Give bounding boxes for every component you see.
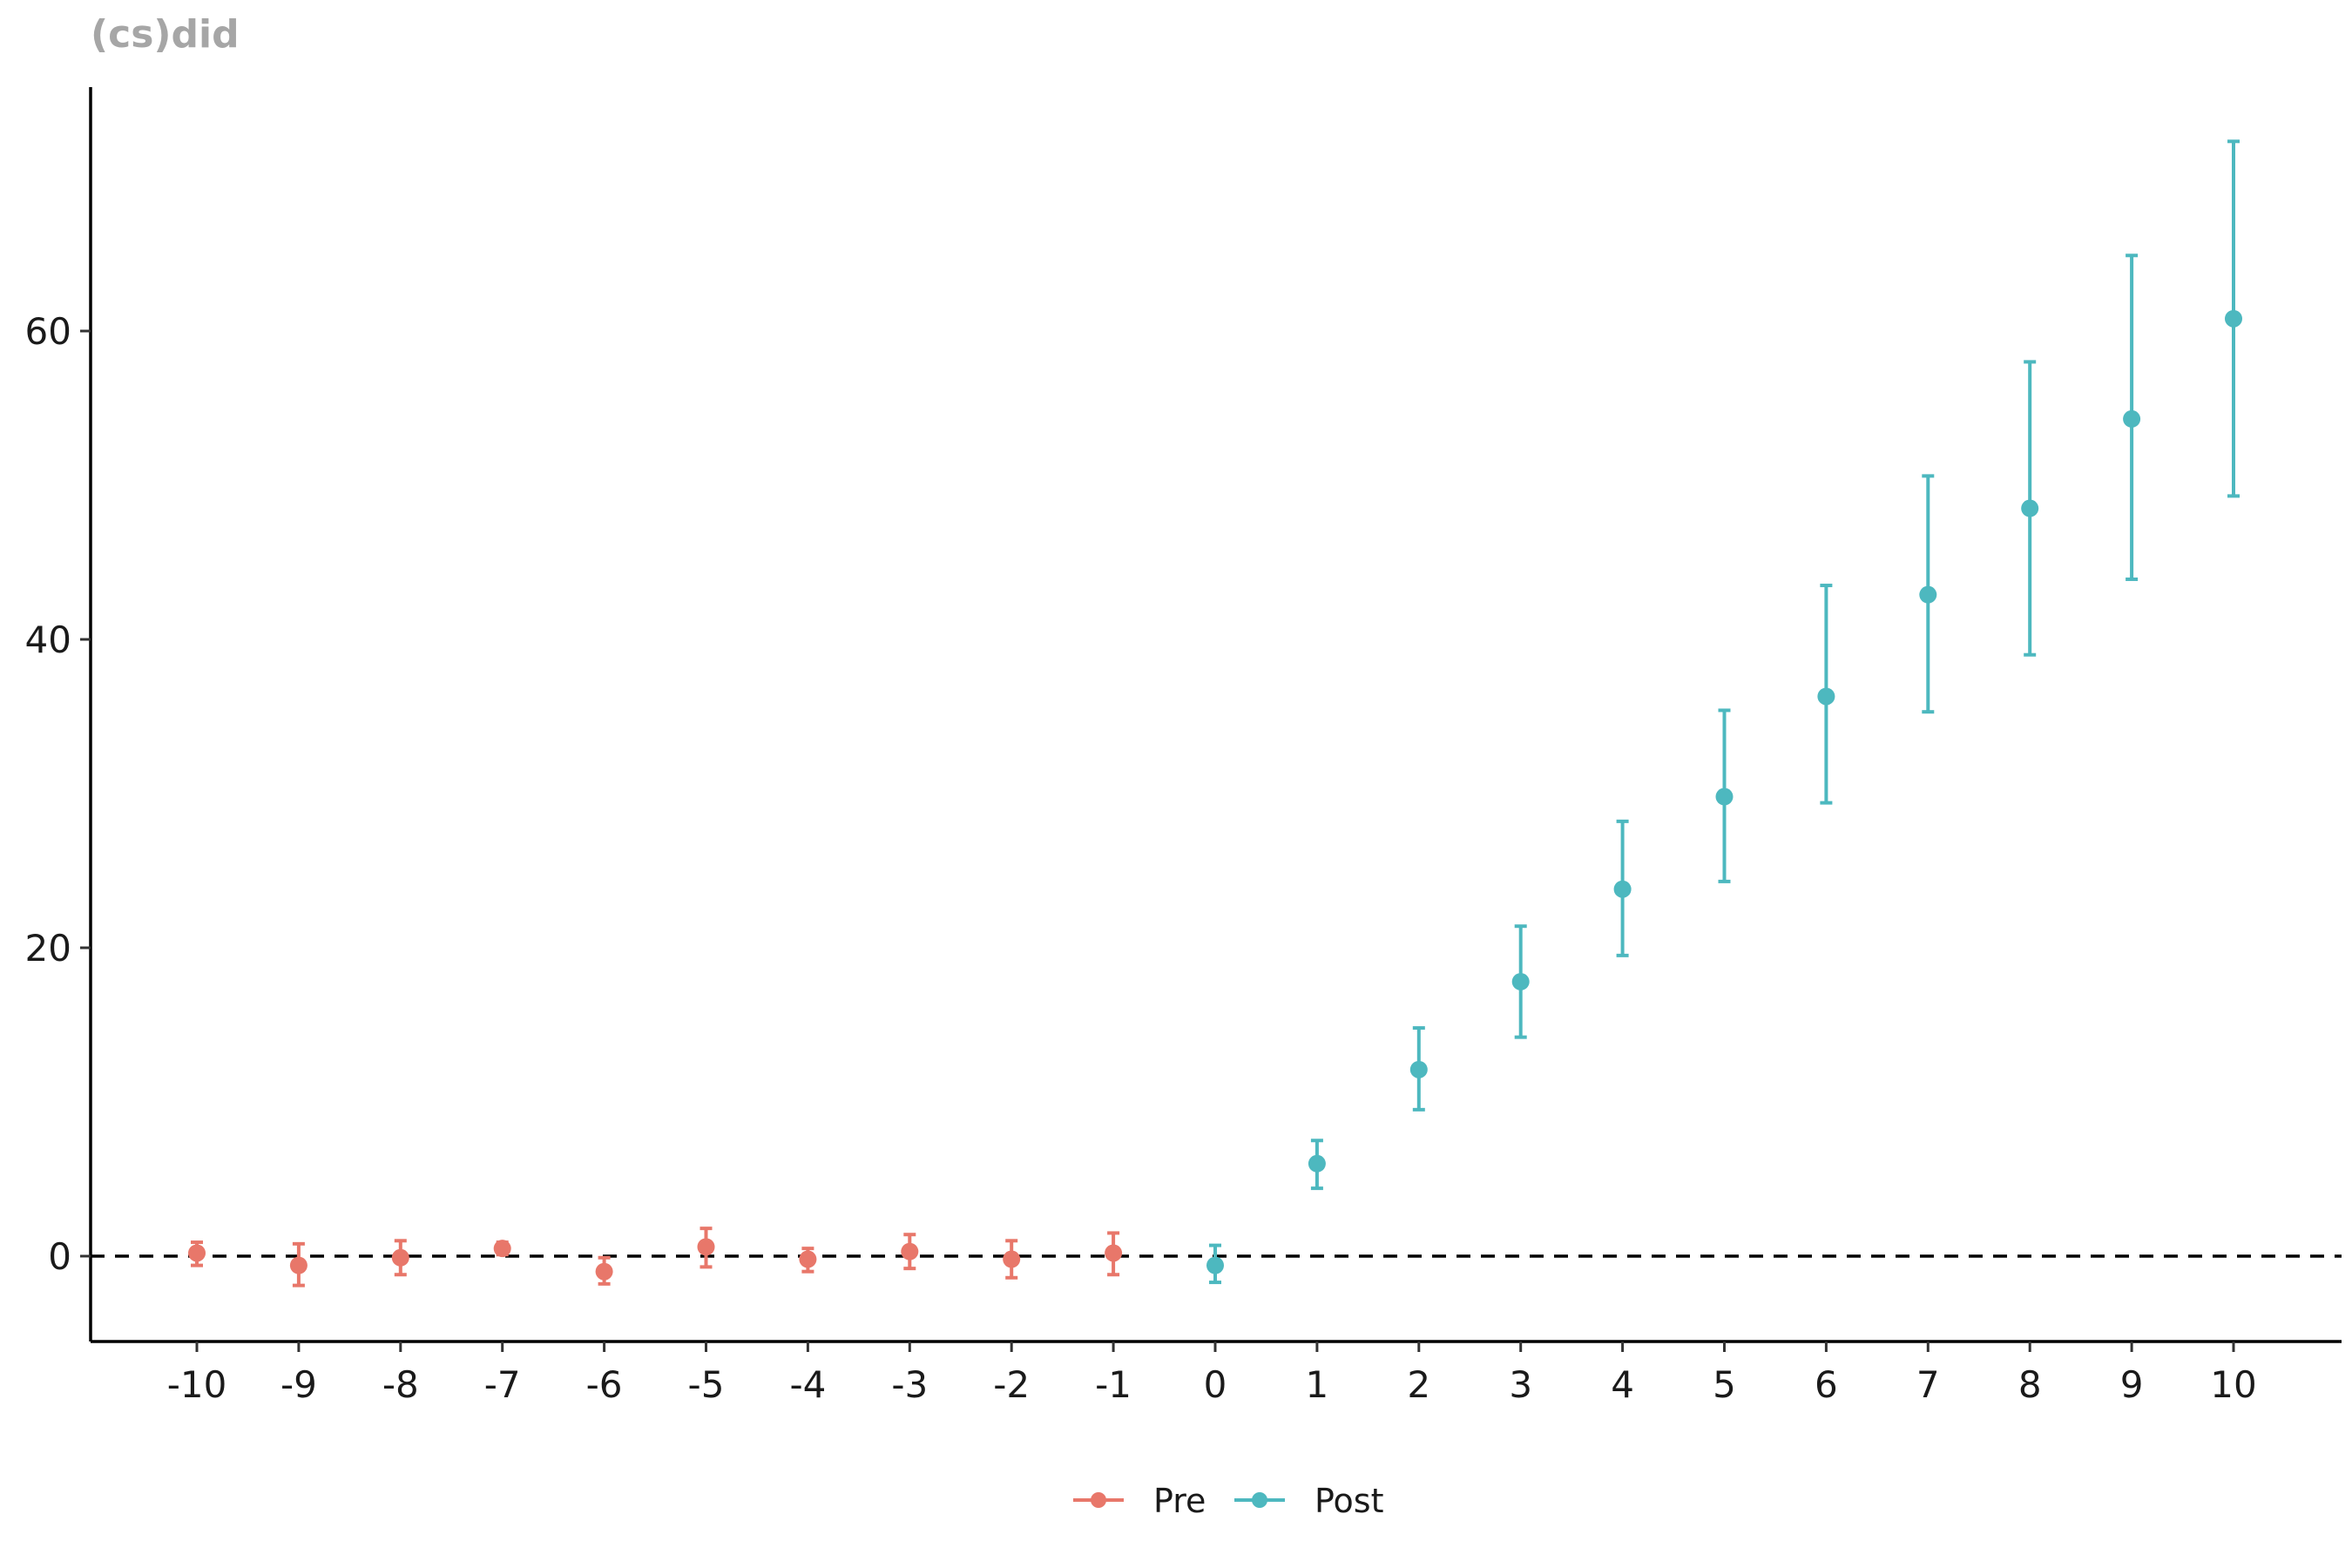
data-point — [697, 1238, 715, 1256]
x-tick-label: 7 — [1916, 1363, 1940, 1406]
data-point — [391, 1248, 409, 1267]
x-tick-label: 8 — [2018, 1363, 2042, 1406]
x-tick-label: -2 — [993, 1363, 1030, 1406]
legend-item-pre: Pre — [1073, 1482, 1206, 1520]
x-tick-label: 10 — [2210, 1363, 2256, 1406]
x-tick-label: -6 — [586, 1363, 623, 1406]
data-point — [1715, 787, 1734, 806]
legend-item-post: Post — [1234, 1482, 1384, 1520]
legend-label: Pre — [1153, 1482, 1206, 1520]
data-point — [1817, 687, 1835, 706]
y-tick-label: 20 — [25, 927, 71, 970]
data-point — [1613, 880, 1632, 898]
data-point — [1308, 1154, 1326, 1173]
x-tick-label: -9 — [280, 1363, 317, 1406]
x-tick-label: 5 — [1713, 1363, 1736, 1406]
data-point — [2225, 309, 2242, 328]
series-marks — [188, 139, 2242, 1288]
series-pre — [188, 1227, 1123, 1288]
x-tick-label: 6 — [1815, 1363, 1838, 1406]
data-point — [1003, 1250, 1021, 1268]
x-tick-label: 3 — [1509, 1363, 1532, 1406]
data-point — [595, 1262, 613, 1281]
data-point — [1919, 585, 1937, 604]
data-point — [1409, 1060, 1428, 1078]
x-tick-label: 2 — [1407, 1363, 1430, 1406]
y-tick-label: 0 — [48, 1235, 71, 1278]
data-point — [2123, 409, 2141, 428]
y-tick-label: 60 — [25, 310, 71, 353]
axes — [80, 87, 2342, 1352]
data-point — [1105, 1244, 1123, 1262]
data-point — [493, 1240, 511, 1258]
data-point — [289, 1256, 308, 1274]
legend: Pre Post — [1073, 1482, 1384, 1520]
x-tick-label: -5 — [688, 1363, 725, 1406]
x-tick-label: 9 — [2120, 1363, 2144, 1406]
x-tick-label: 0 — [1204, 1363, 1227, 1406]
legend-marker — [1252, 1492, 1267, 1508]
data-point — [901, 1242, 919, 1260]
data-point — [799, 1250, 817, 1268]
x-tick-label: -4 — [789, 1363, 826, 1406]
x-tick-label: 1 — [1306, 1363, 1329, 1406]
x-tick-label: -3 — [891, 1363, 928, 1406]
x-tick-label: -8 — [382, 1363, 419, 1406]
legend-label: Post — [1315, 1482, 1384, 1520]
x-tick-label: -10 — [167, 1363, 227, 1406]
data-point — [188, 1244, 206, 1262]
data-point — [1206, 1256, 1224, 1274]
chart-title: (cs)did — [91, 12, 240, 57]
x-tick-label: -7 — [484, 1363, 521, 1406]
series-post — [1206, 139, 2242, 1285]
data-point — [1511, 972, 1530, 990]
legend-marker — [1091, 1492, 1106, 1508]
x-tick-label: -1 — [1095, 1363, 1132, 1406]
y-tick-label: 40 — [25, 618, 71, 661]
x-tick-label: 4 — [1611, 1363, 1634, 1406]
data-point — [2021, 499, 2039, 517]
